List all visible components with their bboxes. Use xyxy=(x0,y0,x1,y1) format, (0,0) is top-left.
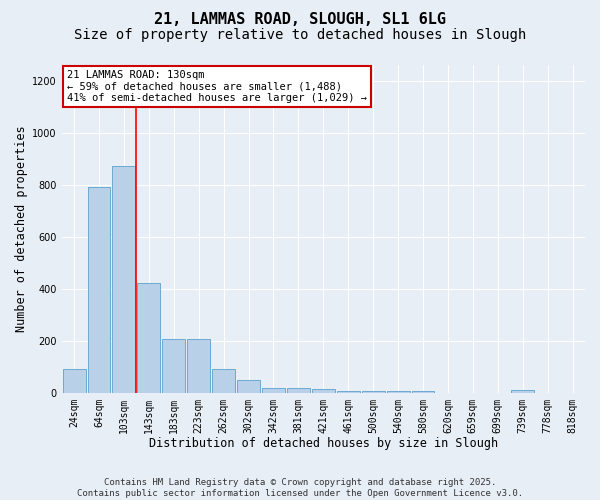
Text: Contains HM Land Registry data © Crown copyright and database right 2025.
Contai: Contains HM Land Registry data © Crown c… xyxy=(77,478,523,498)
Bar xyxy=(262,388,285,392)
Bar xyxy=(212,370,235,392)
Bar xyxy=(88,187,110,392)
Bar xyxy=(163,340,185,392)
Bar xyxy=(62,370,86,392)
Text: 21 LAMMAS ROAD: 130sqm
← 59% of detached houses are smaller (1,488)
41% of semi-: 21 LAMMAS ROAD: 130sqm ← 59% of detached… xyxy=(67,70,367,103)
Bar xyxy=(237,380,260,392)
Bar xyxy=(511,390,534,392)
X-axis label: Distribution of detached houses by size in Slough: Distribution of detached houses by size … xyxy=(149,437,498,450)
Bar xyxy=(187,340,210,392)
Text: 21, LAMMAS ROAD, SLOUGH, SL1 6LG: 21, LAMMAS ROAD, SLOUGH, SL1 6LG xyxy=(154,12,446,28)
Bar xyxy=(312,389,335,392)
Bar xyxy=(112,166,136,392)
Y-axis label: Number of detached properties: Number of detached properties xyxy=(15,126,28,332)
Bar xyxy=(137,284,160,393)
Text: Size of property relative to detached houses in Slough: Size of property relative to detached ho… xyxy=(74,28,526,42)
Bar xyxy=(287,388,310,392)
